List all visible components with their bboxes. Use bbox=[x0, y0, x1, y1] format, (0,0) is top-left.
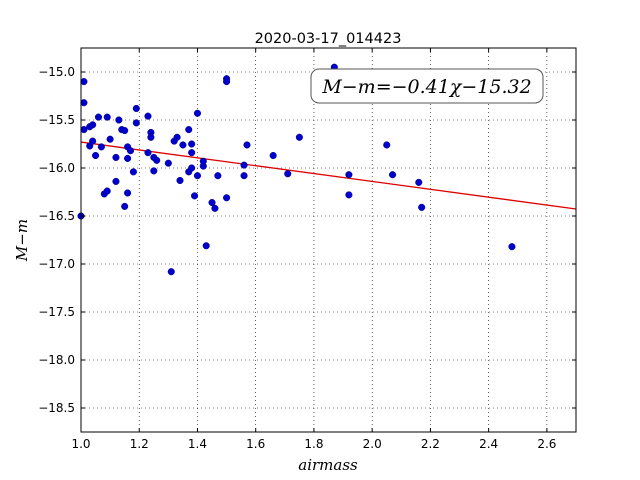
y-tick-label: −16.5 bbox=[38, 209, 75, 223]
data-point bbox=[383, 141, 391, 149]
data-point bbox=[295, 133, 303, 141]
data-point bbox=[199, 157, 207, 165]
fit-line-group bbox=[80, 141, 577, 210]
data-point bbox=[345, 191, 353, 199]
data-point bbox=[164, 159, 172, 167]
data-point bbox=[202, 242, 210, 250]
data-point bbox=[179, 141, 187, 149]
data-point bbox=[80, 99, 88, 107]
data-point bbox=[223, 78, 231, 86]
y-tick-label: −17.5 bbox=[38, 305, 75, 319]
data-point bbox=[80, 126, 88, 134]
data-point bbox=[112, 177, 120, 185]
data-point bbox=[132, 104, 140, 113]
data-point bbox=[147, 133, 155, 141]
x-tick-label: 2.4 bbox=[479, 437, 498, 451]
data-point bbox=[223, 194, 231, 202]
data-point bbox=[418, 203, 426, 211]
y-tick-label: −15.0 bbox=[38, 65, 75, 79]
data-point bbox=[106, 135, 114, 143]
data-point bbox=[94, 113, 103, 121]
data-point bbox=[345, 171, 353, 179]
data-point bbox=[89, 121, 97, 129]
data-point bbox=[214, 172, 222, 180]
data-point bbox=[269, 151, 277, 160]
x-tick-label: 1.8 bbox=[304, 437, 323, 451]
data-point bbox=[153, 156, 161, 164]
data-point bbox=[150, 167, 158, 175]
data-point bbox=[240, 172, 248, 180]
data-point bbox=[415, 178, 423, 186]
data-point bbox=[124, 189, 132, 197]
data-point bbox=[97, 143, 105, 151]
data-point bbox=[188, 149, 196, 157]
data-point bbox=[193, 109, 202, 117]
x-tick-label: 1.6 bbox=[246, 437, 265, 451]
data-point bbox=[103, 187, 111, 195]
data-point bbox=[284, 170, 292, 178]
plot-area bbox=[81, 48, 576, 432]
y-tick-label: −15.5 bbox=[38, 113, 75, 127]
data-point bbox=[132, 119, 140, 127]
y-tick-label: −16.0 bbox=[38, 161, 75, 175]
data-points bbox=[77, 63, 516, 276]
y-axis-label: M−m bbox=[13, 219, 31, 262]
data-point bbox=[121, 127, 129, 135]
data-point bbox=[121, 202, 129, 210]
data-point bbox=[211, 204, 219, 212]
x-tick-label: 2.6 bbox=[537, 437, 556, 451]
x-tick-label: 1.2 bbox=[130, 437, 149, 451]
x-tick-label: 2.0 bbox=[363, 437, 382, 451]
data-point bbox=[144, 149, 152, 157]
x-axis-label: airmass bbox=[298, 456, 358, 474]
plot-frame bbox=[80, 47, 577, 433]
data-point bbox=[89, 137, 97, 145]
annotation-box bbox=[310, 68, 544, 104]
data-point bbox=[126, 147, 135, 155]
data-point bbox=[176, 176, 184, 185]
fit-equation-annotation: M−m=−0.41χ−15.32 bbox=[321, 76, 531, 98]
y-tick-label: −18.0 bbox=[38, 353, 75, 367]
data-point bbox=[191, 192, 199, 200]
data-point bbox=[103, 113, 111, 121]
axis-ticks: 1.0 1.2 1.4 1.6 1.8 2.0 2.2 2.4 2.6 −15.0 −15.5 −16… bbox=[38, 48, 576, 451]
data-point bbox=[124, 154, 132, 162]
data-point bbox=[389, 171, 397, 179]
x-tick-label: 1.4 bbox=[188, 437, 207, 451]
data-point bbox=[144, 112, 152, 120]
data-point bbox=[188, 164, 196, 172]
data-point bbox=[185, 126, 193, 134]
y-tick-label: −18.5 bbox=[38, 401, 75, 415]
data-point bbox=[92, 151, 100, 160]
data-point bbox=[115, 116, 123, 124]
data-point bbox=[173, 133, 181, 141]
data-point bbox=[188, 140, 196, 148]
data-point bbox=[508, 243, 516, 251]
data-point bbox=[240, 161, 248, 169]
data-point bbox=[208, 199, 216, 207]
fit-line bbox=[80, 141, 577, 210]
y-tick-label: −17.0 bbox=[38, 257, 75, 271]
data-point bbox=[243, 141, 251, 149]
x-tick-label: 2.2 bbox=[421, 437, 440, 451]
data-point bbox=[80, 78, 88, 86]
x-tick-label: 1.0 bbox=[71, 437, 90, 451]
data-point bbox=[129, 168, 137, 176]
data-point bbox=[193, 172, 202, 180]
data-point bbox=[112, 153, 120, 161]
data-point bbox=[167, 268, 175, 276]
chart-title: 2020-03-17_014423 bbox=[255, 31, 402, 47]
